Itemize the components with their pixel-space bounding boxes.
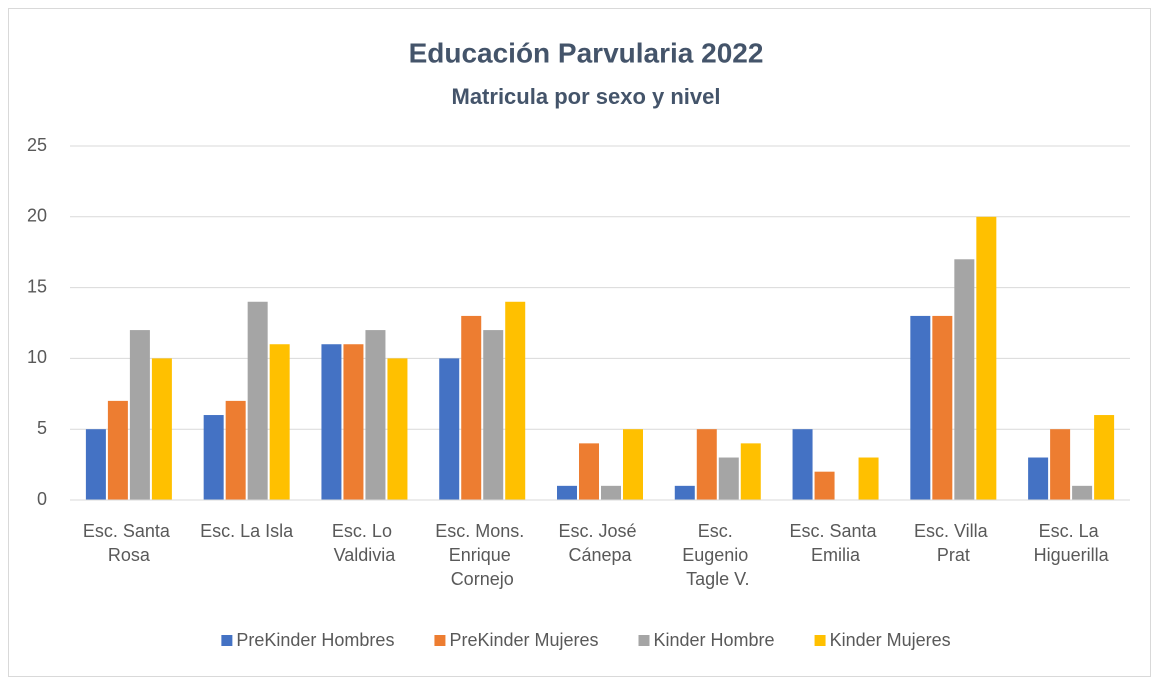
legend-swatch [221,635,233,646]
legend-label: PreKinder Hombres [236,630,394,650]
bar [225,400,246,500]
bar [674,485,695,500]
x-tick-label: Esc. Villa Prat [914,521,993,565]
y-tick-label: 0 [37,489,47,509]
bar [483,330,504,500]
bar [129,330,150,500]
legend-swatch [638,635,650,646]
bar [365,330,386,500]
legend-swatch [434,635,446,646]
legend-swatch [814,635,826,646]
chart-title: Educación Parvularia 2022 [409,37,764,68]
bar [792,429,813,500]
bar [1028,457,1049,500]
bar [203,415,224,500]
bar [1072,485,1093,500]
legend-label: Kinder Hombre [654,630,775,650]
x-tick-label: Esc. Lo Valdivia [332,521,397,565]
bar [696,429,717,500]
y-tick-label: 15 [27,276,47,296]
bar [814,471,835,500]
bar [505,301,526,500]
y-tick-label: 25 [27,135,47,155]
bar [1094,415,1115,500]
bar [932,315,953,500]
bar [579,443,599,500]
x-tick-label: Esc. José Cánepa [558,521,641,565]
bar [151,358,172,500]
chart-subtitle: Matricula por sexo y nivel [452,84,721,109]
bar [439,358,460,500]
legend-label: PreKinder Mujeres [449,630,598,650]
bar [247,301,268,500]
x-tick-label: Esc. Santa Rosa [83,521,175,565]
bar [85,429,106,500]
bar [1050,429,1071,500]
bar [601,485,621,500]
bar [910,315,931,500]
bar [321,344,342,500]
bar [740,443,761,500]
bar [623,429,643,500]
bar [269,344,290,500]
x-tick-label: Esc. La Higuerilla [1034,521,1110,565]
bar [107,400,128,500]
bar [343,344,364,500]
y-tick-label: 20 [27,206,47,226]
bar [858,457,879,500]
x-tick-label: Esc. Mons. Enrique Cornejo [435,521,529,589]
bar [976,216,997,501]
y-tick-label: 5 [37,418,47,438]
bar [954,259,975,500]
x-tick-label: Esc. Santa Emilia [790,521,882,565]
bar [387,358,408,500]
bar [557,485,577,500]
bar [718,457,739,500]
x-tick-label: Esc. La Isla [200,521,294,541]
y-tick-label: 10 [27,347,47,367]
bar [461,315,482,500]
legend-label: Kinder Mujeres [830,630,951,650]
x-tick-label: Esc. Eugenio Tagle V. [682,521,753,589]
